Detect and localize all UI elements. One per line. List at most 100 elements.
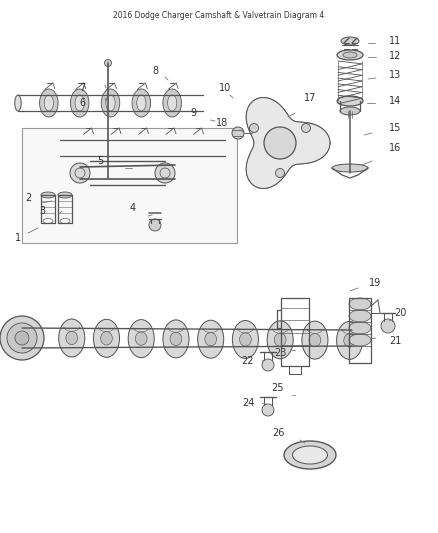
Ellipse shape bbox=[341, 37, 359, 45]
Ellipse shape bbox=[128, 320, 154, 358]
Ellipse shape bbox=[166, 140, 174, 156]
Ellipse shape bbox=[337, 50, 363, 60]
Circle shape bbox=[0, 316, 44, 360]
Text: 25: 25 bbox=[272, 383, 284, 393]
Ellipse shape bbox=[343, 52, 357, 58]
Ellipse shape bbox=[58, 192, 72, 198]
Circle shape bbox=[232, 127, 244, 139]
Ellipse shape bbox=[168, 95, 177, 111]
Ellipse shape bbox=[71, 89, 89, 117]
Ellipse shape bbox=[39, 89, 58, 117]
Ellipse shape bbox=[44, 95, 53, 111]
Ellipse shape bbox=[59, 319, 85, 357]
Circle shape bbox=[301, 124, 311, 133]
Ellipse shape bbox=[332, 164, 368, 172]
Text: 5: 5 bbox=[97, 156, 103, 166]
Text: 15: 15 bbox=[389, 123, 401, 133]
Ellipse shape bbox=[101, 332, 112, 345]
Circle shape bbox=[149, 219, 161, 231]
Circle shape bbox=[264, 127, 296, 159]
Ellipse shape bbox=[349, 310, 371, 322]
Ellipse shape bbox=[137, 95, 146, 111]
Circle shape bbox=[262, 404, 274, 416]
Ellipse shape bbox=[293, 446, 328, 464]
Ellipse shape bbox=[193, 140, 201, 156]
Text: 23: 23 bbox=[274, 348, 286, 358]
Text: 18: 18 bbox=[216, 118, 228, 128]
Text: 2016 Dodge Charger Camshaft & Valvetrain Diagram 4: 2016 Dodge Charger Camshaft & Valvetrain… bbox=[113, 11, 325, 20]
Circle shape bbox=[262, 359, 274, 371]
Circle shape bbox=[276, 168, 285, 177]
Circle shape bbox=[105, 174, 112, 182]
Ellipse shape bbox=[189, 134, 206, 162]
Ellipse shape bbox=[132, 89, 151, 117]
Ellipse shape bbox=[337, 96, 363, 106]
Circle shape bbox=[250, 124, 258, 133]
Ellipse shape bbox=[163, 320, 189, 358]
Bar bbox=[22, 128, 237, 243]
Ellipse shape bbox=[57, 140, 63, 156]
Ellipse shape bbox=[75, 95, 84, 111]
Text: 4: 4 bbox=[130, 203, 136, 213]
Text: 12: 12 bbox=[389, 51, 401, 61]
Ellipse shape bbox=[349, 334, 371, 346]
Text: 1: 1 bbox=[15, 233, 21, 243]
Ellipse shape bbox=[138, 140, 147, 156]
Ellipse shape bbox=[41, 192, 55, 198]
Polygon shape bbox=[246, 98, 330, 189]
Ellipse shape bbox=[170, 332, 182, 345]
Text: 14: 14 bbox=[389, 96, 401, 106]
Ellipse shape bbox=[240, 333, 251, 346]
Ellipse shape bbox=[107, 134, 123, 162]
Ellipse shape bbox=[83, 140, 92, 156]
Ellipse shape bbox=[66, 332, 78, 345]
Ellipse shape bbox=[205, 333, 216, 346]
Ellipse shape bbox=[162, 134, 178, 162]
Ellipse shape bbox=[340, 107, 360, 115]
Text: 10: 10 bbox=[219, 83, 231, 93]
Circle shape bbox=[250, 124, 258, 133]
Circle shape bbox=[105, 60, 112, 67]
Ellipse shape bbox=[302, 321, 328, 359]
Text: 6: 6 bbox=[79, 98, 85, 108]
Text: 13: 13 bbox=[389, 70, 401, 80]
Ellipse shape bbox=[233, 320, 258, 359]
Text: 21: 21 bbox=[389, 336, 401, 346]
Ellipse shape bbox=[349, 322, 371, 334]
Ellipse shape bbox=[79, 134, 96, 162]
Text: 2: 2 bbox=[25, 193, 31, 203]
Circle shape bbox=[7, 323, 37, 353]
Text: 11: 11 bbox=[389, 36, 401, 46]
Text: 16: 16 bbox=[389, 143, 401, 153]
Circle shape bbox=[301, 124, 311, 133]
Ellipse shape bbox=[344, 334, 356, 347]
Circle shape bbox=[264, 127, 296, 159]
Text: 9: 9 bbox=[190, 108, 196, 118]
Ellipse shape bbox=[274, 333, 286, 346]
Ellipse shape bbox=[163, 89, 181, 117]
Text: 24: 24 bbox=[242, 398, 254, 408]
Ellipse shape bbox=[198, 320, 224, 358]
Text: 20: 20 bbox=[394, 308, 406, 318]
Ellipse shape bbox=[93, 319, 120, 357]
Ellipse shape bbox=[135, 332, 147, 345]
Circle shape bbox=[276, 168, 285, 177]
Text: 8: 8 bbox=[152, 66, 158, 76]
Ellipse shape bbox=[101, 89, 120, 117]
Ellipse shape bbox=[337, 321, 363, 359]
Ellipse shape bbox=[309, 334, 321, 347]
Ellipse shape bbox=[349, 298, 371, 310]
Ellipse shape bbox=[134, 134, 151, 162]
Text: 19: 19 bbox=[369, 278, 381, 288]
Ellipse shape bbox=[111, 140, 119, 156]
Text: 22: 22 bbox=[242, 356, 254, 366]
Ellipse shape bbox=[267, 321, 293, 359]
Circle shape bbox=[15, 331, 29, 345]
Text: 17: 17 bbox=[304, 93, 316, 103]
Ellipse shape bbox=[106, 95, 115, 111]
Ellipse shape bbox=[15, 95, 21, 111]
Circle shape bbox=[381, 319, 395, 333]
Text: 26: 26 bbox=[272, 428, 284, 438]
Ellipse shape bbox=[284, 441, 336, 469]
Circle shape bbox=[155, 163, 175, 183]
